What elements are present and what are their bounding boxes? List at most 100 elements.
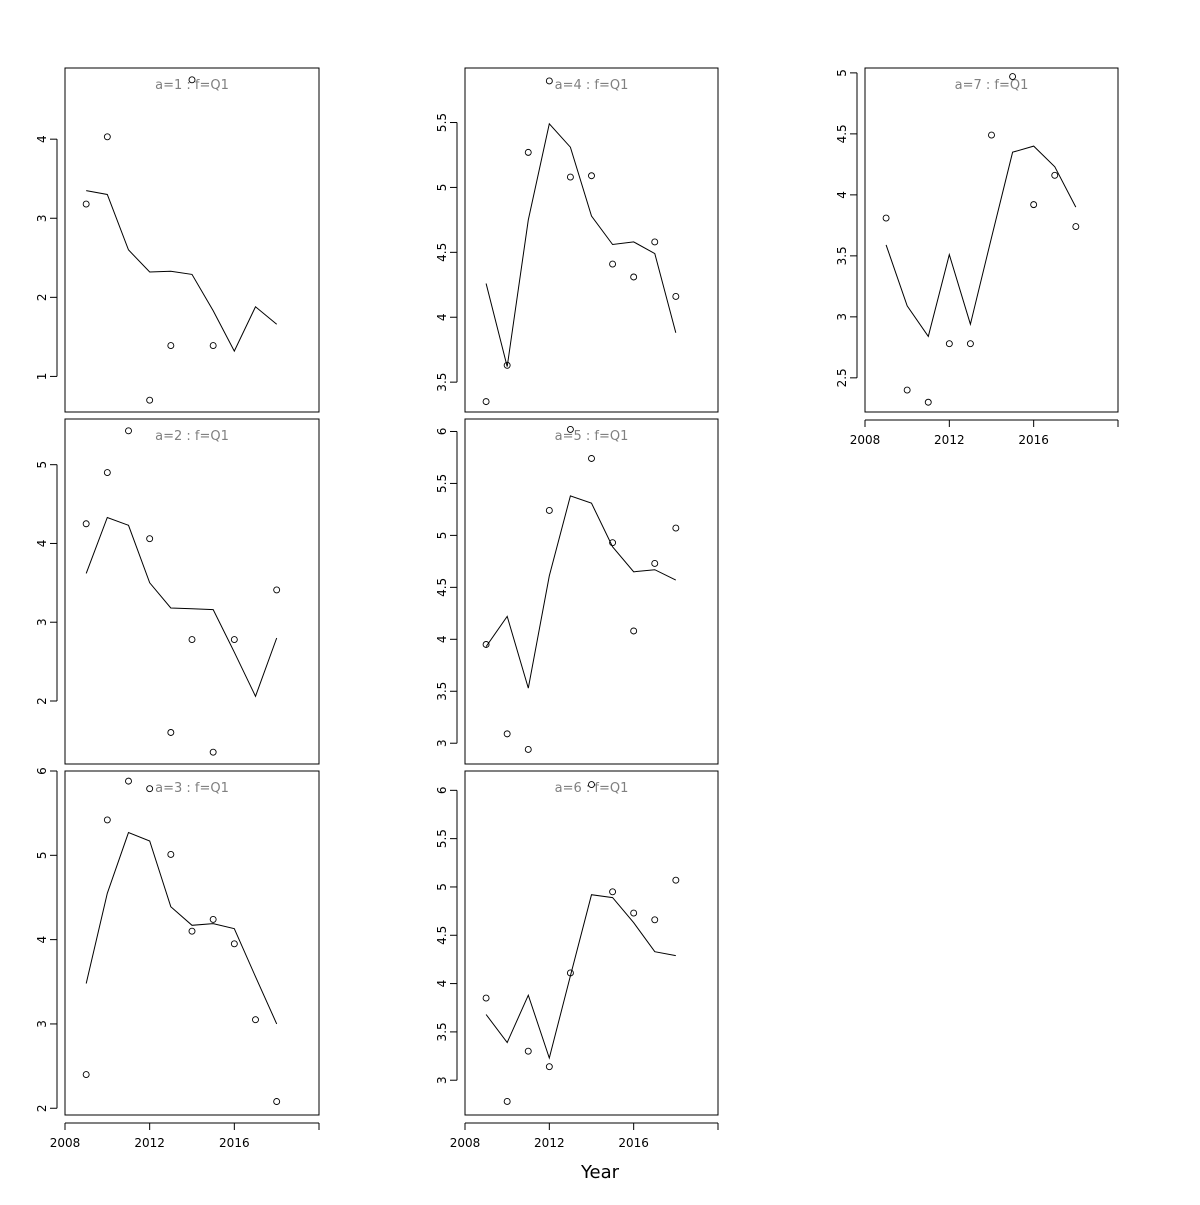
y-tick-label: 2 bbox=[35, 294, 49, 302]
data-point bbox=[167, 729, 175, 736]
data-point bbox=[609, 260, 617, 268]
data-point bbox=[209, 342, 217, 350]
data-point bbox=[125, 777, 132, 785]
y-tick-label: 3 bbox=[35, 618, 49, 626]
y-tick-label: 4 bbox=[435, 980, 449, 988]
panel-3: a=3 : f=Q1 2 3 4 5 6 2008 2012 2016 bbox=[35, 767, 320, 1150]
y-tick-label: 4 bbox=[35, 135, 49, 143]
data-point bbox=[167, 851, 175, 858]
y-tick-label: 3 bbox=[435, 1076, 449, 1084]
y-tick-label: 2 bbox=[35, 697, 49, 705]
data-point bbox=[651, 238, 659, 246]
data-point bbox=[651, 916, 659, 924]
data-point bbox=[588, 455, 595, 462]
data-point bbox=[882, 214, 890, 222]
y-tick-label: 4 bbox=[435, 635, 449, 643]
data-point bbox=[630, 627, 638, 635]
panel-title: a=4 : f=Q1 bbox=[555, 78, 629, 93]
y-tick-label: 4.5 bbox=[835, 124, 849, 143]
data-point bbox=[273, 1098, 281, 1105]
data-point bbox=[82, 200, 90, 208]
y-tick-label: 3 bbox=[35, 214, 49, 222]
data-point bbox=[209, 748, 217, 756]
y-tick-label: 3.5 bbox=[435, 1022, 449, 1041]
data-point bbox=[503, 1098, 511, 1105]
data-point bbox=[503, 361, 511, 369]
x-tick-label: 2016 bbox=[618, 1136, 649, 1150]
y-tick-label: 5.5 bbox=[435, 113, 449, 132]
data-point bbox=[988, 131, 995, 139]
data-point bbox=[146, 785, 154, 793]
y-tick-label: 3.5 bbox=[835, 246, 849, 265]
plot-frame bbox=[64, 67, 320, 413]
plot-frame bbox=[464, 67, 719, 413]
y-tick-label: 4.5 bbox=[435, 578, 449, 597]
data-point bbox=[103, 469, 111, 477]
data-point bbox=[503, 730, 511, 738]
panel-title: a=5 : f=Q1 bbox=[555, 429, 629, 444]
data-point bbox=[209, 915, 217, 923]
data-point bbox=[545, 1063, 553, 1071]
data-point bbox=[545, 506, 553, 514]
panel-6: a=6 : f=Q1 3 3.5 4 4.5 5 5.5 6 2008 2012 2016 bbox=[435, 770, 719, 1150]
plot-frame bbox=[464, 770, 719, 1116]
data-point bbox=[672, 293, 680, 300]
y-tick-label: 2 bbox=[35, 1104, 49, 1112]
data-point bbox=[588, 172, 595, 180]
data-point bbox=[966, 340, 974, 348]
y-tick-label: 4.5 bbox=[435, 243, 449, 262]
series-line bbox=[485, 894, 676, 1060]
panel-2: a=2 : f=Q1 2 3 4 5 bbox=[35, 418, 320, 765]
data-point bbox=[82, 1071, 90, 1078]
y-tick-label: 3 bbox=[835, 313, 849, 321]
panel-5: a=5 : f=Q1 3 3.5 4 4.5 5 5.5 6 bbox=[435, 418, 719, 765]
data-point bbox=[1030, 201, 1038, 209]
data-point bbox=[588, 781, 595, 788]
data-point bbox=[672, 524, 680, 532]
y-tick-label: 5 bbox=[435, 532, 449, 540]
panel-title: a=6 : f=Q1 bbox=[555, 781, 629, 796]
y-tick-label: 5 bbox=[35, 851, 49, 859]
data-point bbox=[167, 342, 175, 350]
data-point bbox=[188, 927, 196, 935]
y-tick-label: 5 bbox=[835, 69, 849, 77]
series-line bbox=[485, 122, 677, 367]
y-tick-label: 4 bbox=[35, 540, 49, 548]
series-line bbox=[86, 190, 278, 353]
y-tick-label: 4 bbox=[35, 936, 49, 944]
data-point bbox=[545, 77, 553, 85]
y-tick-label: 5.5 bbox=[435, 474, 449, 493]
y-tick-label: 6 bbox=[35, 767, 49, 775]
panel-title: a=2 : f=Q1 bbox=[155, 429, 229, 444]
y-tick-label: 3 bbox=[35, 1020, 49, 1028]
data-point bbox=[482, 398, 490, 406]
data-point bbox=[609, 539, 617, 547]
data-point bbox=[1009, 73, 1017, 80]
y-tick-label: 5 bbox=[435, 883, 449, 891]
data-point bbox=[103, 133, 111, 141]
data-point bbox=[125, 427, 132, 435]
x-axis-label: Year bbox=[580, 1162, 620, 1183]
panel-7: a=7 : f=Q1 2.5 3 3.5 4 4.5 5 2008 2012 2016 bbox=[835, 67, 1119, 447]
data-point bbox=[188, 636, 196, 643]
x-tick-label: 2008 bbox=[50, 1136, 81, 1150]
x-tick-label: 2008 bbox=[450, 1136, 481, 1150]
y-tick-label: 5 bbox=[435, 184, 449, 192]
plot-frame bbox=[864, 67, 1119, 413]
x-tick-label: 2016 bbox=[1018, 433, 1049, 447]
data-point bbox=[630, 273, 638, 281]
data-point bbox=[252, 1016, 259, 1024]
y-tick-label: 5 bbox=[35, 461, 49, 469]
data-point bbox=[903, 386, 911, 394]
data-point bbox=[924, 398, 932, 406]
series-line bbox=[485, 495, 677, 689]
data-point bbox=[146, 396, 154, 404]
data-point bbox=[524, 148, 532, 156]
y-tick-label: 3.5 bbox=[435, 373, 449, 392]
data-point bbox=[230, 940, 238, 948]
y-tick-label: 6 bbox=[435, 787, 449, 795]
y-tick-label: 3 bbox=[435, 739, 449, 747]
x-tick-label: 2012 bbox=[134, 1136, 165, 1150]
